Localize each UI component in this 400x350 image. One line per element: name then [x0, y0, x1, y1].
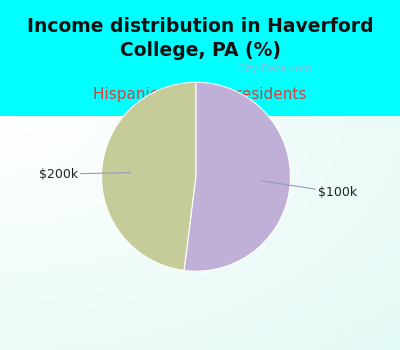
Text: $200k: $200k	[39, 168, 130, 181]
Text: City-Data.com: City-Data.com	[237, 64, 312, 74]
Text: $100k: $100k	[262, 181, 357, 199]
Wedge shape	[184, 82, 290, 271]
Text: Hispanic or Latino residents: Hispanic or Latino residents	[93, 87, 307, 101]
Wedge shape	[102, 82, 196, 271]
Text: Income distribution in Haverford
College, PA (%): Income distribution in Haverford College…	[27, 17, 373, 60]
